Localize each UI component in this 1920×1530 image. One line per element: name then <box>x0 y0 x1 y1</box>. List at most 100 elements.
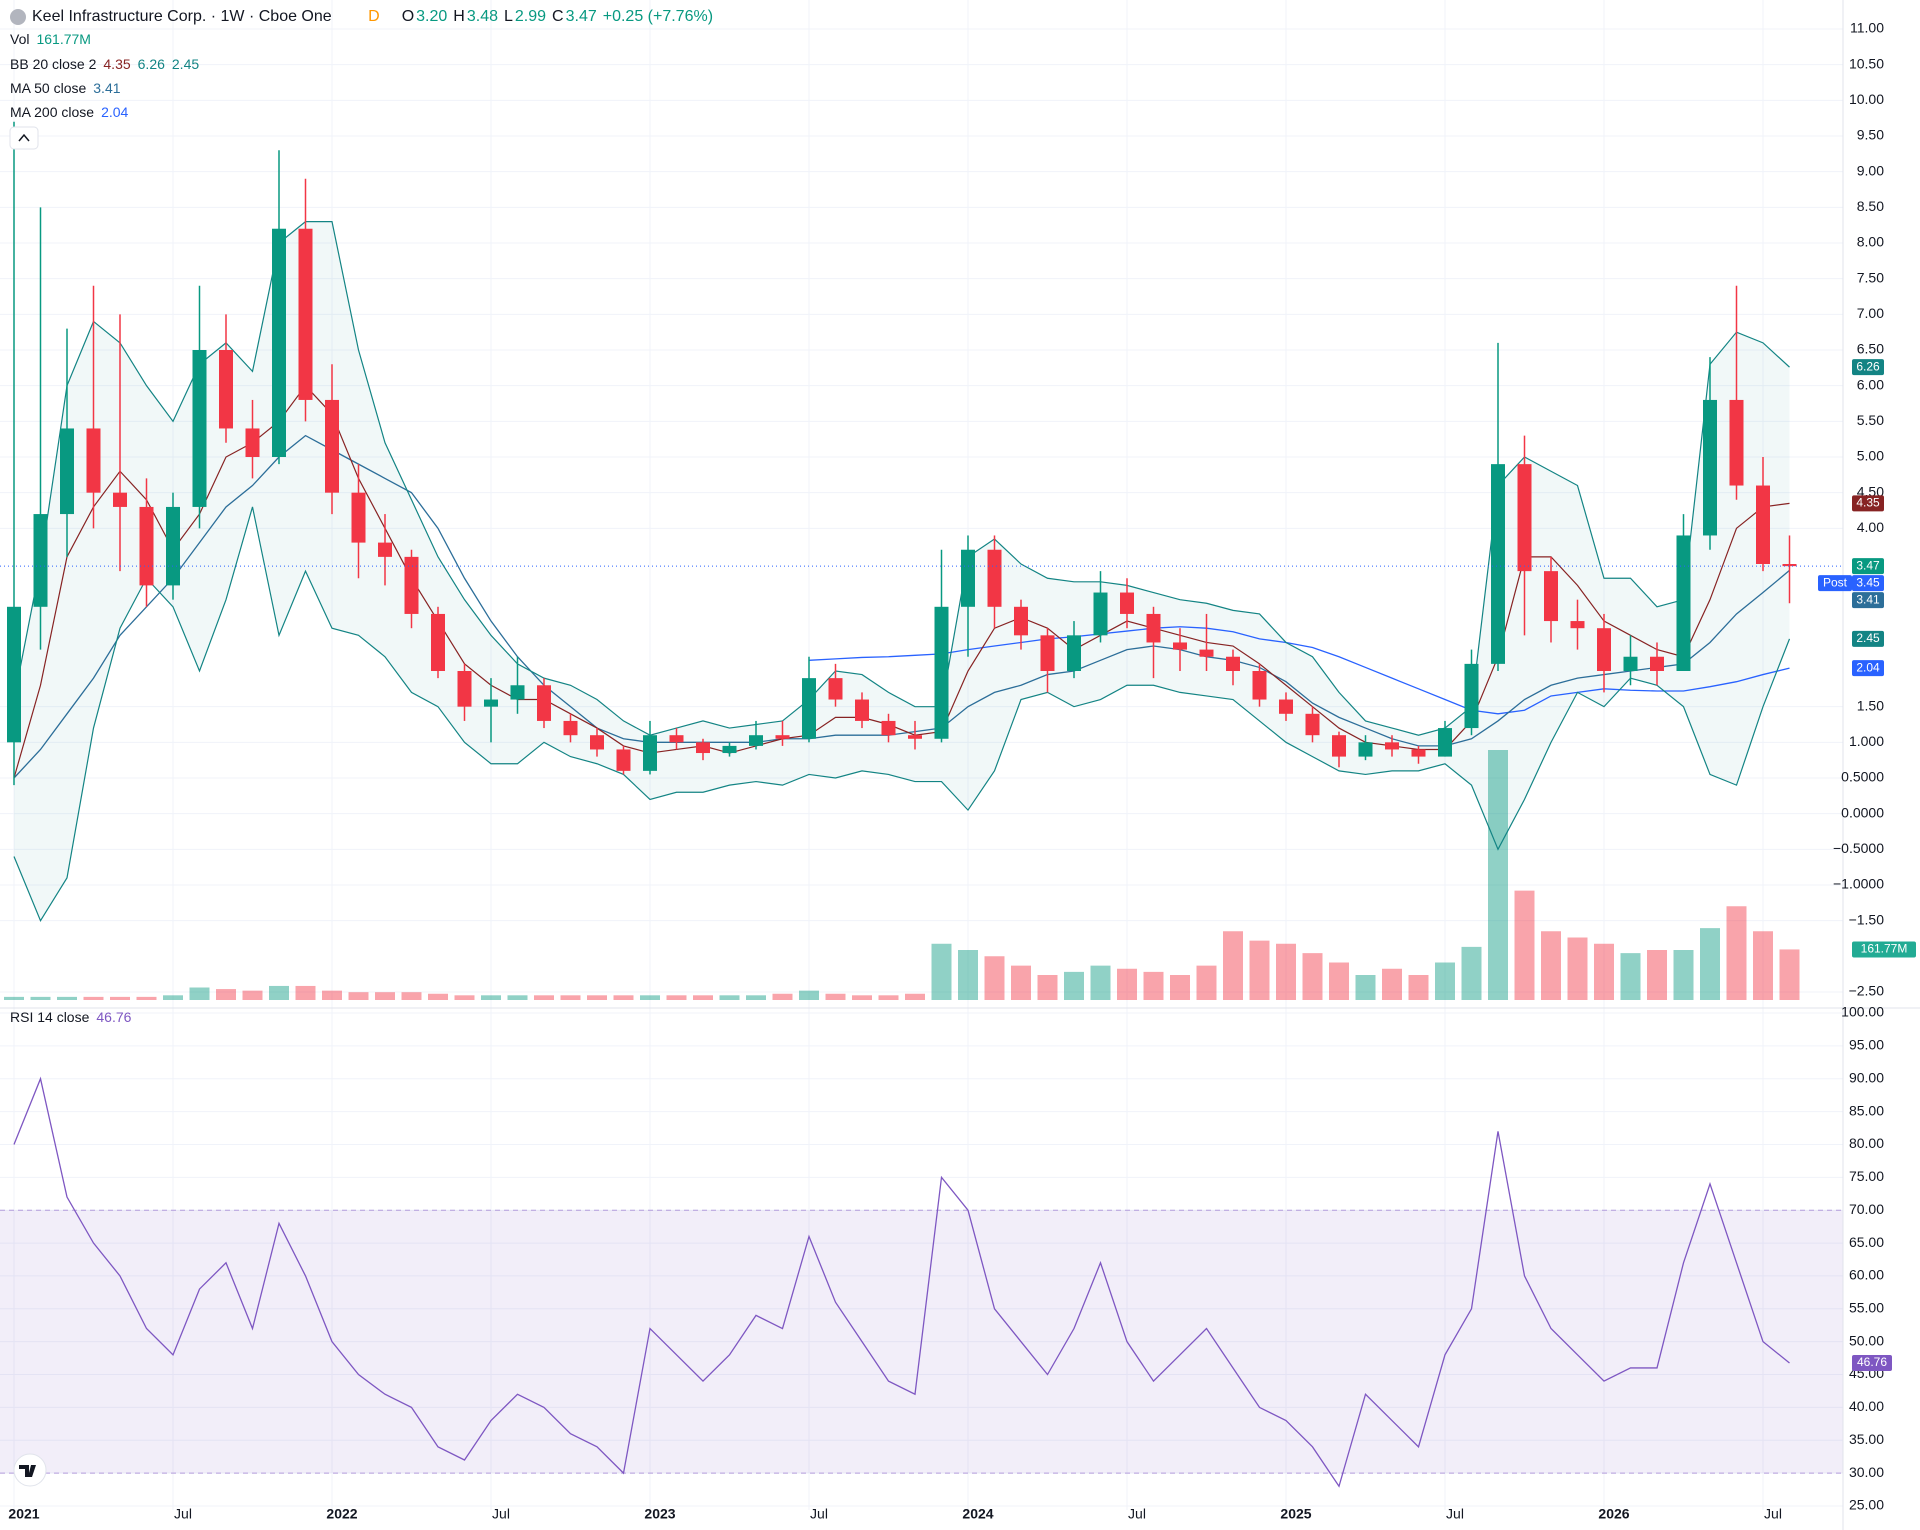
candle-body <box>139 506 154 586</box>
candle-body <box>1385 742 1399 750</box>
candle-body <box>987 549 1002 607</box>
volume-bar <box>136 996 157 1000</box>
price-badge-label: 3.45 <box>1856 575 1880 589</box>
candle-body <box>722 745 737 754</box>
volume-bar <box>1249 940 1270 1000</box>
candle-body <box>1597 628 1611 671</box>
volume-bar <box>481 995 501 1000</box>
legend-item: MA 50 close <box>10 80 86 96</box>
rsi-tick-label: 60.00 <box>1849 1267 1884 1283</box>
legend: Vol 161.77M BB 20 close 2 4.35 6.26 2.45 MA 50… <box>10 31 199 1025</box>
y-tick-label: 10.00 <box>1849 91 1884 107</box>
candle-body <box>1650 656 1664 671</box>
volume-bar <box>1011 965 1031 1000</box>
candle-body <box>616 749 631 771</box>
price-badge <box>1852 575 1884 592</box>
candle-body <box>245 428 260 457</box>
volume-badge-label: 161.77M <box>1861 942 1908 956</box>
volume-bar <box>216 989 236 1000</box>
ohlc-value: 3.47 <box>566 8 597 25</box>
legend-row: MA 200 close 2.04 <box>10 104 129 120</box>
legend-row: RSI 14 close 46.76 <box>10 1009 132 1025</box>
volume-bar <box>560 995 581 1000</box>
y-tick-label: −0.5000 <box>1833 840 1884 856</box>
candle-body <box>1676 535 1691 671</box>
symbol-logo <box>10 9 26 25</box>
legend-item: 2.04 <box>101 104 128 120</box>
candle-body <box>934 606 949 739</box>
y-tick-label: 7.00 <box>1857 305 1884 321</box>
rsi-badge-label: 46.76 <box>1857 1355 1887 1369</box>
volume-bar <box>1382 968 1402 1000</box>
volume-badge <box>1852 941 1916 958</box>
candle-body <box>1279 699 1293 714</box>
candle-body <box>961 549 975 607</box>
rsi-tick-label: 30.00 <box>1849 1464 1884 1480</box>
candle-body <box>1014 606 1028 636</box>
legend-item: 2.45 <box>172 56 199 72</box>
legend-item: 161.77M <box>36 31 90 47</box>
rsi-tick-label: 65.00 <box>1849 1234 1884 1250</box>
rsi-tick-label: 80.00 <box>1849 1135 1884 1151</box>
price-badge <box>1852 660 1884 677</box>
candle-body <box>1040 635 1055 671</box>
volume-bar <box>1700 928 1720 1000</box>
candle-body <box>484 699 498 707</box>
candle-body <box>802 678 816 739</box>
ohlc-value: 3.48 <box>467 8 498 25</box>
y-tick-label: −1.50 <box>1849 911 1885 927</box>
y-tick-label: 0.5000 <box>1841 769 1884 785</box>
candle-body <box>1729 399 1744 486</box>
candle-body <box>378 542 392 557</box>
rsi-tick-label: 55.00 <box>1849 1300 1884 1316</box>
y-tick-label: 1.000 <box>1849 733 1884 749</box>
candle-body <box>325 399 339 493</box>
candle-body <box>1120 592 1134 614</box>
volume-bar <box>905 993 925 1000</box>
candle-body <box>166 506 180 586</box>
volume-bar <box>242 990 263 1000</box>
price-badge <box>1852 495 1884 512</box>
candle-body <box>1517 464 1532 572</box>
volume-bar <box>57 996 77 1000</box>
legend-item: 3.41 <box>93 80 120 96</box>
volume-bar <box>799 990 819 1000</box>
legend-row: Vol 161.77M <box>10 31 91 47</box>
candle-body <box>404 556 419 614</box>
rsi-tick-label: 95.00 <box>1849 1037 1884 1053</box>
rsi-line <box>13 1076 1790 1488</box>
rsi-tick-label: 75.00 <box>1849 1168 1884 1184</box>
volume-bar <box>587 995 607 1000</box>
legend-item: 46.76 <box>96 1009 131 1025</box>
y-tick-label: 8.50 <box>1857 198 1884 214</box>
price-badge-label: 6.26 <box>1856 359 1880 373</box>
tv-logo <box>13 1453 47 1487</box>
x-tick-label: 2026 <box>1598 1506 1629 1522</box>
price-badge-label: 2.45 <box>1856 631 1880 645</box>
volume-bar <box>1276 943 1296 1000</box>
legend-item: 4.35 <box>103 56 130 72</box>
legend-item: 6.26 <box>138 56 165 72</box>
legend-row: MA 50 close 3.41 <box>10 80 121 96</box>
candle-body <box>219 350 233 429</box>
rsi-tick-label: 35.00 <box>1849 1431 1884 1447</box>
y-tick-label: 5.00 <box>1857 448 1884 464</box>
volume-bar <box>1329 962 1349 1000</box>
volume-bar <box>1302 953 1323 1000</box>
y-tick-label: 10.50 <box>1849 55 1884 71</box>
candle-body <box>1544 571 1558 622</box>
volume-bar <box>640 995 660 1000</box>
price-badge <box>1852 630 1884 647</box>
candle-body <box>86 428 101 493</box>
collapse-button[interactable] <box>9 126 39 150</box>
volume-bar <box>534 995 554 1000</box>
legend-item: BB 20 close 2 <box>10 56 97 72</box>
candle-body <box>563 720 578 736</box>
candle-body <box>537 685 551 721</box>
x-tick-label: 2023 <box>644 1506 675 1522</box>
volume-bar <box>4 996 24 1000</box>
price-badge-label: 3.41 <box>1856 592 1880 606</box>
volume-bar <box>1408 975 1429 1000</box>
rsi-tick-label: 85.00 <box>1849 1102 1884 1118</box>
volume-bar <box>1673 950 1694 1000</box>
